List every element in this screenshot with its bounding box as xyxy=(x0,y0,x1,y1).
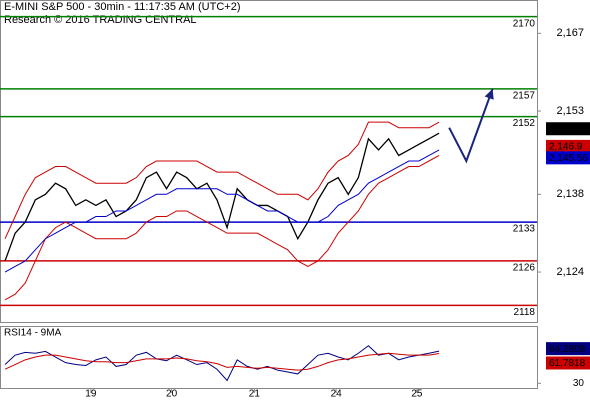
price-tag xyxy=(546,151,590,165)
arrow-head xyxy=(484,88,494,100)
level-label: 2133 xyxy=(513,224,536,235)
level-label: 2157 xyxy=(513,90,536,101)
chart-title: E-MINI S&P 500 - 30min - 11:17:35 AM (UT… xyxy=(4,1,241,13)
x-tick-label: 20 xyxy=(166,389,178,400)
rsi-tag-label: 64.2808 xyxy=(549,344,586,355)
price-tag-label: 2,145.56 xyxy=(549,153,588,164)
x-tick-label: 24 xyxy=(331,389,343,400)
y-tick-label: 2,138 xyxy=(556,188,584,200)
rsi-tag xyxy=(546,342,590,356)
rsi-panel xyxy=(0,326,538,389)
level-label: 2170 xyxy=(513,18,536,29)
x-tick-label: 21 xyxy=(249,389,261,400)
y-tick-label: 2,124 xyxy=(556,266,584,278)
forecast-arrow xyxy=(448,88,494,164)
x-tick-label: 19 xyxy=(85,389,97,400)
price-tag xyxy=(546,122,590,136)
rsi-tick-label: 30 xyxy=(573,378,585,389)
price-tag-label: 2,146.9 xyxy=(549,142,583,153)
rsi-line xyxy=(4,352,440,371)
level-label: 2118 xyxy=(513,307,535,318)
price-line xyxy=(4,155,440,301)
price-line xyxy=(4,132,440,262)
y-tick-label: 2,167 xyxy=(556,27,584,39)
main-panel xyxy=(0,0,538,323)
rsi-tag xyxy=(546,356,590,370)
rsi-tag-label: 61.7818 xyxy=(549,358,586,369)
level-label: 2152 xyxy=(513,118,536,129)
price-tag-label: 2,149 xyxy=(549,124,574,135)
rsi-title: RSI14 - 9MA xyxy=(4,328,62,339)
price-line xyxy=(4,149,440,273)
x-tick-label: 25 xyxy=(411,389,423,400)
price-line xyxy=(4,121,440,239)
level-label: 2126 xyxy=(513,263,536,274)
y-tick-label: 2,153 xyxy=(556,105,584,117)
chart-subtitle: Research © 2016 TRADING CENTRAL xyxy=(4,14,197,26)
price-tag xyxy=(546,139,590,153)
rsi-line xyxy=(4,345,440,382)
